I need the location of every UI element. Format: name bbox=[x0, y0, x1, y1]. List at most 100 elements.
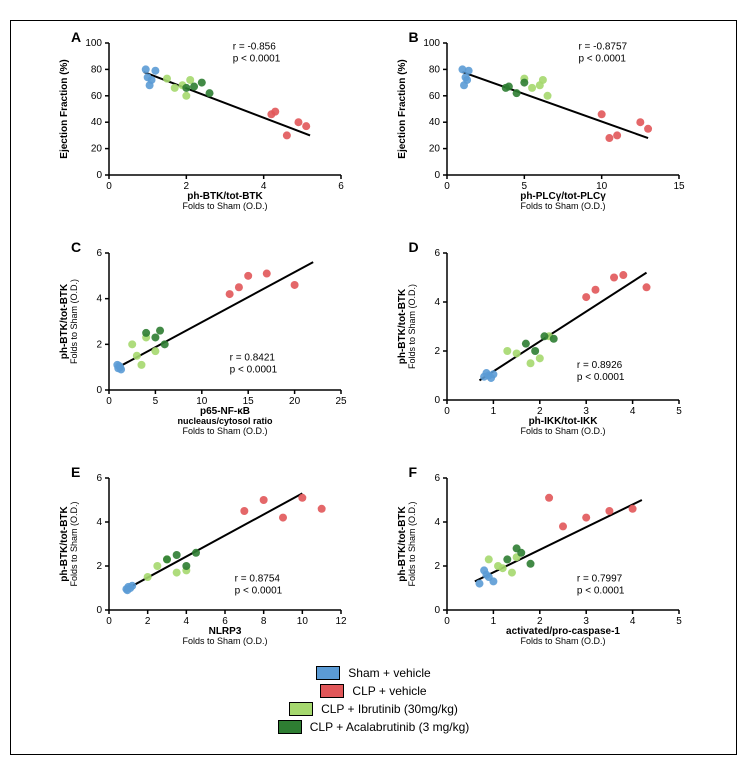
svg-text:100: 100 bbox=[423, 38, 440, 49]
chart-F: 0123450246activated/pro-caspase-1Folds t… bbox=[389, 466, 689, 646]
chart-E: 0246810120246NLRP3Folds to Sham (O.D.)ph… bbox=[51, 466, 351, 646]
svg-text:Folds to Sham (O.D.): Folds to Sham (O.D.) bbox=[69, 279, 79, 364]
legend-label: Sham + vehicle bbox=[348, 666, 430, 680]
panel-label-C: C bbox=[71, 239, 81, 255]
svg-text:25: 25 bbox=[335, 396, 347, 407]
svg-text:Folds to Sham (O.D.): Folds to Sham (O.D.) bbox=[69, 501, 79, 586]
legend-swatch bbox=[278, 720, 302, 734]
svg-text:0: 0 bbox=[106, 616, 112, 627]
svg-text:Ejection Fraction (%): Ejection Fraction (%) bbox=[397, 59, 408, 158]
legend-item: CLP + Ibrutinib (30mg/kg) bbox=[289, 702, 458, 716]
svg-text:0: 0 bbox=[444, 181, 450, 192]
svg-text:Folds to Sham (O.D.): Folds to Sham (O.D.) bbox=[182, 201, 267, 211]
svg-text:4: 4 bbox=[96, 294, 102, 305]
svg-text:r = 0.8926: r = 0.8926 bbox=[576, 360, 622, 371]
svg-text:4: 4 bbox=[184, 616, 190, 627]
svg-text:Folds to Sham (O.D.): Folds to Sham (O.D.) bbox=[520, 201, 605, 211]
svg-text:p < 0.0001: p < 0.0001 bbox=[235, 585, 283, 596]
svg-text:4: 4 bbox=[629, 616, 635, 627]
panel-B: B051015020406080100ph-PLCγ/tot-PLCγFolds… bbox=[389, 31, 697, 211]
svg-text:6: 6 bbox=[434, 248, 440, 259]
svg-text:10: 10 bbox=[297, 616, 309, 627]
svg-text:5: 5 bbox=[676, 616, 682, 627]
svg-text:4: 4 bbox=[434, 517, 440, 528]
panel-label-E: E bbox=[71, 464, 80, 480]
legend-label: CLP + Acalabrutinib (3 mg/kg) bbox=[310, 720, 470, 734]
svg-text:0: 0 bbox=[96, 170, 102, 181]
panel-C: C05101520250246p65-NF-κBnucleaus/cytosol… bbox=[51, 241, 359, 436]
legend: Sham + vehicle CLP + vehicle CLP + Ibrutin… bbox=[21, 666, 726, 734]
svg-text:r = 0.8754: r = 0.8754 bbox=[235, 573, 281, 584]
panel-label-A: A bbox=[71, 29, 81, 45]
svg-text:60: 60 bbox=[428, 91, 440, 102]
svg-text:r = 0.7997: r = 0.7997 bbox=[576, 573, 622, 584]
legend-item: CLP + Acalabrutinib (3 mg/kg) bbox=[278, 720, 470, 734]
chart-C: 05101520250246p65-NF-κBnucleaus/cytosol … bbox=[51, 241, 351, 436]
legend-swatch bbox=[316, 666, 340, 680]
svg-text:p < 0.0001: p < 0.0001 bbox=[230, 364, 278, 375]
svg-text:8: 8 bbox=[261, 616, 267, 627]
legend-swatch bbox=[320, 684, 344, 698]
legend-item: Sham + vehicle bbox=[316, 666, 430, 680]
legend-swatch bbox=[289, 702, 313, 716]
svg-text:2: 2 bbox=[145, 616, 151, 627]
svg-text:100: 100 bbox=[85, 38, 102, 49]
svg-text:Folds to Sham (O.D.): Folds to Sham (O.D.) bbox=[182, 636, 267, 646]
svg-text:12: 12 bbox=[335, 616, 347, 627]
svg-text:80: 80 bbox=[91, 64, 103, 75]
panel-grid: A0246020406080100ph-BTK/tot-BTKFolds to … bbox=[21, 31, 726, 646]
figure-frame: A0246020406080100ph-BTK/tot-BTKFolds to … bbox=[10, 20, 737, 755]
svg-text:80: 80 bbox=[428, 64, 440, 75]
svg-text:Folds to Sham (O.D.): Folds to Sham (O.D.) bbox=[182, 426, 267, 436]
svg-text:Folds to Sham (O.D.): Folds to Sham (O.D.) bbox=[520, 636, 605, 646]
svg-text:Ejection Fraction (%): Ejection Fraction (%) bbox=[59, 59, 70, 158]
svg-text:2: 2 bbox=[96, 339, 102, 350]
svg-text:4: 4 bbox=[629, 406, 635, 417]
svg-text:1: 1 bbox=[490, 616, 496, 627]
legend-label: CLP + vehicle bbox=[352, 684, 426, 698]
panel-A: A0246020406080100ph-BTK/tot-BTKFolds to … bbox=[51, 31, 359, 211]
svg-text:0: 0 bbox=[434, 395, 440, 406]
svg-text:1: 1 bbox=[490, 406, 496, 417]
svg-text:5: 5 bbox=[153, 396, 159, 407]
svg-text:40: 40 bbox=[428, 117, 440, 128]
svg-text:20: 20 bbox=[289, 396, 301, 407]
svg-text:p < 0.0001: p < 0.0001 bbox=[233, 54, 281, 65]
svg-text:60: 60 bbox=[91, 91, 103, 102]
panel-label-F: F bbox=[409, 464, 418, 480]
svg-text:4: 4 bbox=[434, 297, 440, 308]
chart-D: 0123450246ph-IKK/tot-IKKFolds to Sham (O… bbox=[389, 241, 689, 436]
svg-text:2: 2 bbox=[434, 346, 440, 357]
svg-text:0: 0 bbox=[96, 385, 102, 396]
svg-text:p < 0.0001: p < 0.0001 bbox=[578, 54, 626, 65]
svg-text:5: 5 bbox=[676, 406, 682, 417]
chart-A: 0246020406080100ph-BTK/tot-BTKFolds to S… bbox=[51, 31, 351, 211]
svg-text:0: 0 bbox=[106, 396, 112, 407]
svg-text:2: 2 bbox=[434, 561, 440, 572]
svg-text:0: 0 bbox=[106, 181, 112, 192]
svg-text:15: 15 bbox=[673, 181, 685, 192]
svg-text:2: 2 bbox=[96, 561, 102, 572]
chart-B: 051015020406080100ph-PLCγ/tot-PLCγFolds … bbox=[389, 31, 689, 211]
svg-text:Folds to Sham (O.D.): Folds to Sham (O.D.) bbox=[407, 501, 417, 586]
panel-label-D: D bbox=[409, 239, 419, 255]
svg-text:r = -0.8757: r = -0.8757 bbox=[578, 42, 627, 53]
svg-text:6: 6 bbox=[96, 473, 102, 484]
svg-text:6: 6 bbox=[434, 473, 440, 484]
svg-text:0: 0 bbox=[444, 406, 450, 417]
svg-text:6: 6 bbox=[338, 181, 344, 192]
svg-text:0: 0 bbox=[434, 605, 440, 616]
svg-text:nucleaus/cytosol ratio: nucleaus/cytosol ratio bbox=[177, 416, 273, 426]
panel-E: E0246810120246NLRP3Folds to Sham (O.D.)p… bbox=[51, 466, 359, 646]
svg-text:Folds to Sham (O.D.): Folds to Sham (O.D.) bbox=[407, 284, 417, 369]
legend-label: CLP + Ibrutinib (30mg/kg) bbox=[321, 702, 458, 716]
svg-text:0: 0 bbox=[444, 616, 450, 627]
panel-F: F0123450246activated/pro-caspase-1Folds … bbox=[389, 466, 697, 646]
panel-D: D0123450246ph-IKK/tot-IKKFolds to Sham (… bbox=[389, 241, 697, 436]
legend-item: CLP + vehicle bbox=[320, 684, 426, 698]
svg-text:p < 0.0001: p < 0.0001 bbox=[576, 372, 624, 383]
svg-text:40: 40 bbox=[91, 117, 103, 128]
svg-text:20: 20 bbox=[91, 144, 103, 155]
svg-text:Folds to Sham (O.D.): Folds to Sham (O.D.) bbox=[520, 426, 605, 436]
panel-label-B: B bbox=[409, 29, 419, 45]
